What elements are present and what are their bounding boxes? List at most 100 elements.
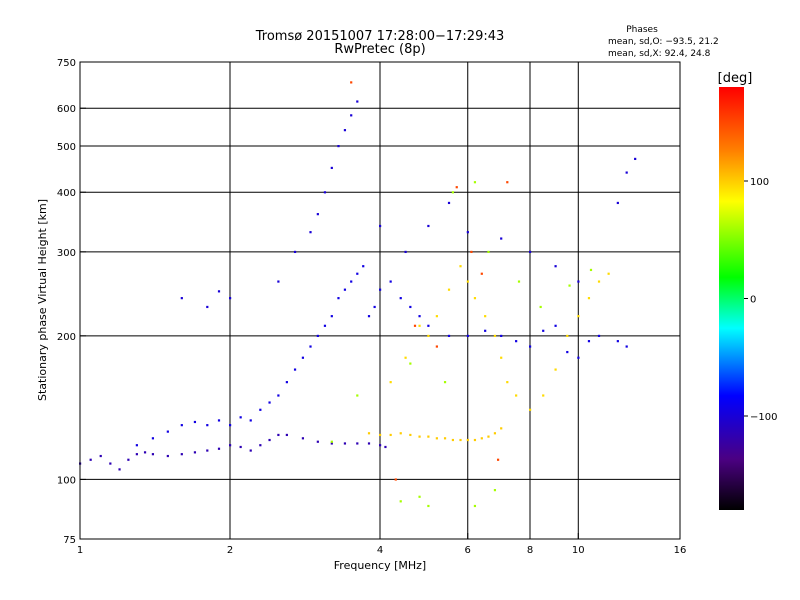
data-point	[451, 438, 455, 442]
data-point	[330, 166, 333, 170]
data-point	[427, 334, 430, 338]
stats-line-x: mean, sd,X: 92.4, 24.8	[608, 49, 711, 59]
title-line-1: Tromsø 20151007 17:28:00−17:29:43	[255, 29, 505, 44]
data-point	[587, 340, 591, 343]
chart-title: Tromsø 20151007 17:28:00−17:29:43 RwPret…	[255, 29, 505, 57]
data-point	[389, 381, 392, 384]
data-point	[466, 438, 469, 442]
data-point	[529, 345, 532, 348]
data-point	[404, 250, 407, 254]
data-point	[330, 315, 333, 318]
data-point	[367, 432, 371, 435]
data-point	[206, 424, 209, 427]
data-point	[473, 504, 477, 508]
data-point	[554, 324, 557, 327]
data-point	[259, 408, 262, 411]
data-point	[493, 489, 497, 492]
data-point	[447, 288, 451, 291]
data-point	[466, 334, 469, 338]
title-line-2: RwPretec (8p)	[334, 42, 425, 57]
data-point	[487, 435, 490, 438]
data-point	[427, 224, 430, 228]
data-point	[384, 445, 387, 449]
data-point	[277, 280, 280, 283]
data-point	[542, 394, 545, 397]
data-point	[379, 444, 382, 447]
data-point	[301, 356, 305, 359]
data-point	[587, 297, 591, 300]
data-point	[480, 272, 483, 275]
data-point	[418, 435, 421, 438]
data-point	[293, 250, 297, 254]
data-point	[362, 265, 365, 268]
stats-header: Phases	[626, 25, 658, 35]
data-point	[350, 280, 353, 283]
data-point	[427, 504, 430, 508]
data-point	[616, 201, 619, 205]
data-point	[109, 462, 112, 465]
data-point	[577, 315, 580, 318]
data-point	[259, 444, 262, 447]
y-tick-label: 750	[57, 58, 76, 69]
data-point	[447, 201, 451, 205]
data-point	[399, 297, 402, 300]
data-point	[193, 451, 197, 454]
data-point	[323, 324, 327, 327]
data-point	[451, 191, 455, 194]
data-point	[473, 181, 477, 184]
data-point	[404, 356, 407, 359]
data-point	[577, 356, 580, 359]
data-point	[389, 433, 392, 437]
data-point	[607, 272, 610, 275]
data-point	[217, 290, 221, 293]
data-point	[277, 394, 280, 397]
data-point	[135, 444, 138, 447]
data-point	[484, 329, 487, 332]
data-point	[285, 381, 288, 384]
data-point	[455, 186, 458, 189]
data-point	[539, 305, 542, 309]
x-axis-ticks: 1 2 4 6 8 10 16	[77, 533, 686, 556]
y-axis-label: Stationary phase Virtual Height [km]	[36, 199, 49, 401]
data-point	[343, 288, 347, 291]
data-point	[373, 305, 376, 309]
data-point	[466, 231, 469, 234]
x-tick-label: 6	[465, 545, 471, 556]
data-point	[217, 447, 221, 450]
data-point	[356, 442, 359, 445]
y-tick-label: 75	[63, 535, 76, 546]
data-point	[127, 458, 130, 461]
data-point	[435, 345, 438, 348]
data-point	[466, 280, 469, 283]
data-point	[330, 442, 333, 445]
data-point	[356, 394, 359, 397]
data-point	[470, 250, 473, 254]
data-point	[206, 449, 209, 452]
data-point	[459, 265, 462, 268]
data-point	[350, 114, 353, 117]
scatter-points	[79, 81, 637, 508]
data-point	[515, 340, 518, 343]
data-point	[409, 433, 412, 437]
data-point	[566, 350, 569, 354]
data-point	[249, 419, 252, 422]
data-point	[239, 416, 242, 419]
data-point	[616, 340, 619, 343]
colorbar-label: [deg]	[718, 71, 753, 86]
data-point	[151, 453, 155, 456]
data-point	[515, 394, 518, 397]
data-point	[217, 419, 221, 422]
colorbar-tick-label: 0	[750, 295, 756, 306]
data-point	[350, 81, 353, 84]
colorbar: [deg] 100 0 −100	[718, 71, 777, 510]
data-point	[180, 424, 183, 427]
data-point	[487, 250, 490, 254]
data-point	[418, 324, 421, 327]
y-tick-label: 200	[57, 332, 76, 343]
y-tick-label: 100	[57, 475, 76, 486]
data-point	[337, 144, 340, 148]
data-point	[206, 305, 209, 309]
data-point	[268, 401, 271, 404]
x-tick-label: 1	[77, 545, 83, 556]
